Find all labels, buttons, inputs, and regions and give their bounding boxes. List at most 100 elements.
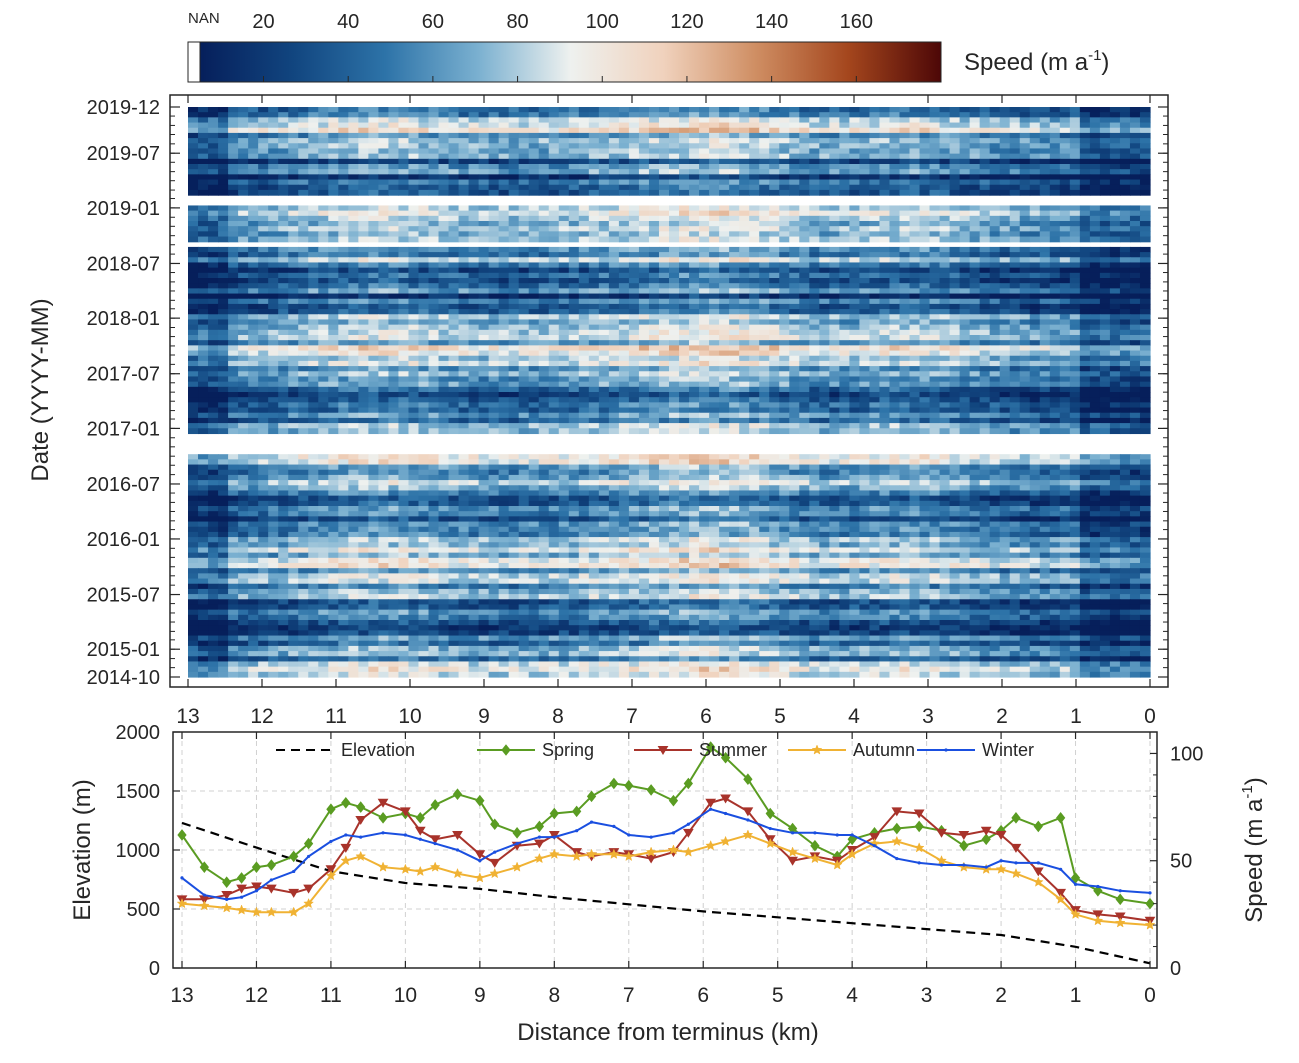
- heatmap-cell: [298, 153, 309, 160]
- heatmap-cell: [638, 226, 650, 232]
- heatmap-cell: [248, 169, 259, 175]
- heatmap-cell: [458, 107, 470, 113]
- heatmap-cell: [1079, 314, 1091, 321]
- heatmap-cell: [408, 143, 420, 150]
- heatmap-cell: [759, 360, 770, 367]
- heatmap-cell: [1119, 376, 1131, 383]
- heatmap-cell: [378, 366, 390, 372]
- heatmap-cell: [1109, 376, 1121, 383]
- heatmap-cell: [188, 117, 199, 124]
- heatmap-cell: [689, 355, 700, 362]
- heatmap-cell: [719, 231, 730, 238]
- heatmap-cell: [999, 278, 1011, 284]
- heatmap-cell: [679, 386, 690, 393]
- heatmap-cell: [799, 329, 810, 336]
- heatmap-cell: [498, 345, 510, 352]
- heatmap-cell: [939, 226, 951, 232]
- heatmap-cell: [318, 278, 329, 284]
- heatmap-cell: [759, 127, 770, 134]
- heatmap-cell: [889, 179, 901, 186]
- heatmap-cell: [1079, 293, 1091, 300]
- heatmap-cell: [288, 205, 299, 212]
- heatmap-cell: [1069, 153, 1081, 160]
- heatmap-cell: [799, 153, 810, 160]
- heatmap-cell: [468, 132, 480, 139]
- heatmap-cell: [288, 376, 299, 383]
- heatmap-cell: [789, 366, 800, 372]
- heatmap-cell: [288, 381, 299, 388]
- heatmap-cell: [418, 132, 430, 139]
- heatmap-cell: [889, 205, 901, 212]
- heatmap-cell: [789, 309, 800, 315]
- heatmap-cell: [488, 303, 500, 310]
- heatmap-cell: [558, 345, 570, 352]
- heatmap-cell: [548, 371, 560, 378]
- heatmap-cell: [969, 319, 981, 326]
- heatmap-cell: [829, 143, 840, 150]
- heatmap-cell: [538, 221, 550, 227]
- heatmap-cell: [989, 153, 1001, 160]
- heatmap-cell: [258, 257, 269, 264]
- heatmap-cell: [478, 215, 490, 222]
- heatmap-cell: [488, 236, 500, 243]
- heatmap-cell: [598, 127, 610, 134]
- heatmap-cell: [468, 257, 480, 264]
- heatmap-cell: [478, 278, 490, 284]
- heatmap-cell: [989, 298, 1001, 305]
- heatmap-cell: [378, 314, 390, 321]
- heatmap-cell: [308, 329, 319, 336]
- heatmap-cell: [789, 107, 800, 113]
- heatmap-cell: [198, 257, 209, 264]
- heatmap-cell: [278, 127, 289, 134]
- heatmap-cell: [408, 257, 420, 264]
- heatmap-cell: [919, 215, 931, 222]
- colorbar-tick-label: 40: [337, 11, 359, 33]
- heatmap-cell: [1079, 376, 1091, 383]
- heatmap-cell: [268, 169, 279, 175]
- heatmap-cell: [729, 246, 740, 253]
- heatmap-cell: [478, 283, 490, 289]
- heatmap-cell: [278, 298, 289, 305]
- heatmap-cell: [1059, 189, 1071, 196]
- heatmap-cell: [528, 174, 540, 181]
- heatmap-cell: [328, 205, 339, 212]
- heatmap-cell: [608, 143, 620, 150]
- heatmap-cell: [1019, 314, 1031, 321]
- heatmap-cell: [528, 143, 540, 150]
- heatmap-cell: [618, 226, 630, 232]
- heatmap-cell: [468, 366, 480, 372]
- heatmap-cell: [669, 148, 680, 155]
- heatmap-cell: [588, 355, 600, 362]
- heatmap-cell: [679, 138, 690, 144]
- heatmap-cell: [889, 278, 901, 284]
- heatmap-cell: [548, 324, 560, 331]
- heatmap-cell: [749, 386, 760, 393]
- heatmap-cell: [388, 164, 400, 170]
- heatmap-cell: [839, 309, 850, 315]
- heatmap-cell: [859, 158, 871, 165]
- heatmap-cell: [1019, 112, 1031, 118]
- heatmap-cell: [739, 350, 750, 357]
- heatmap-cell: [208, 205, 219, 212]
- heatmap-cell: [538, 231, 550, 238]
- heatmap-cell: [488, 252, 500, 258]
- heatmap-cell: [749, 122, 760, 129]
- heatmap-cell: [829, 179, 840, 186]
- heatmap-cell: [919, 360, 931, 367]
- heatmap-cell: [248, 107, 259, 113]
- heatmap-cell: [889, 215, 901, 222]
- heatmap-cell: [628, 381, 640, 388]
- heatmap-cell: [258, 376, 269, 383]
- heatmap-cell: [919, 189, 931, 196]
- heatmap-cell: [568, 288, 580, 295]
- heatmap-cell: [1119, 319, 1131, 326]
- heatmap-cell: [879, 329, 891, 336]
- heatmap-cell: [328, 158, 339, 165]
- heatmap-cell: [598, 205, 610, 212]
- heatmap-cell: [949, 221, 961, 227]
- heatmap-cell: [428, 303, 440, 310]
- heatmap-cell: [1099, 169, 1111, 175]
- heatmap-cell: [919, 148, 931, 155]
- heatmap-cell: [949, 117, 961, 124]
- heatmap-cell: [999, 303, 1011, 310]
